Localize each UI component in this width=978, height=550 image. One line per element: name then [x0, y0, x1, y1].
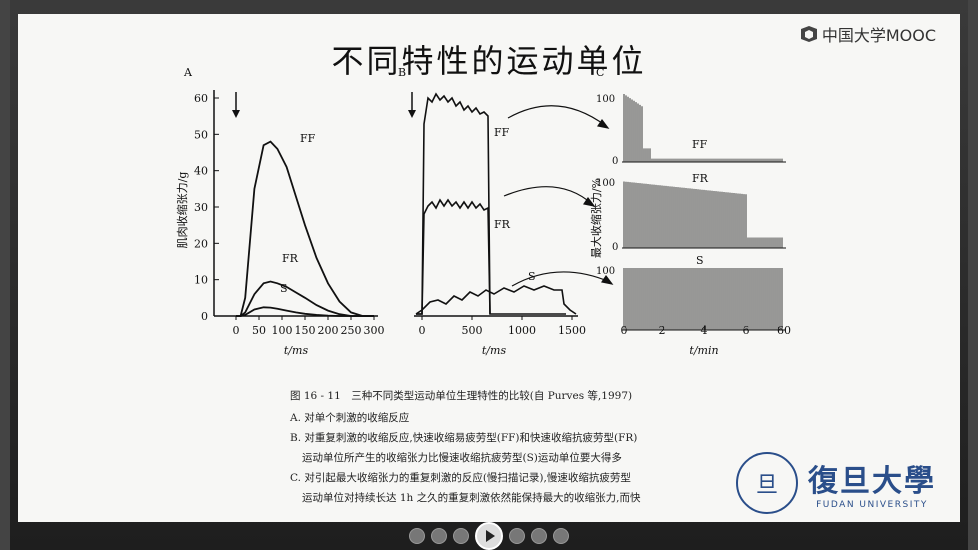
- panel-c-xtick-label: 2: [659, 324, 666, 337]
- panel-a-ytick-label: 40: [194, 165, 208, 178]
- panel-a-x-ticks: 0 50 100 150 200 250 300: [233, 316, 385, 337]
- panel-a-ylabel: 肌肉收缩张力/g: [175, 172, 189, 249]
- panel-a-ytick-label: 30: [194, 201, 208, 214]
- panel-b-xtick-label: 0: [419, 324, 426, 337]
- play-button[interactable]: [475, 522, 503, 550]
- panel-b-xtick-label: 500: [462, 324, 483, 337]
- fudan-name-en: FUDAN UNIVERSITY: [816, 500, 928, 510]
- panel-c-ytick-fr-100: 100: [596, 178, 615, 189]
- panel-c-row-fr: [622, 181, 786, 249]
- panel-a-ytick-label: 60: [194, 92, 208, 105]
- slow-icon[interactable]: [453, 528, 469, 544]
- panel-a-ytick-label: 0: [201, 310, 208, 323]
- panel-a-xtick-label: 250: [341, 324, 362, 337]
- right-edge: [968, 0, 978, 550]
- panel-b-trace-s: [415, 285, 577, 315]
- caption-line: C. 对引起最大收缩张力的重复刺激的反应(慢扫描记录),慢速收缩抗疲劳型: [290, 472, 631, 484]
- caption-line: 运动单位对持续长达 1h 之久的重复刺激依然能保持最大的收缩张力,而快: [302, 492, 641, 504]
- panel-b-trace-fr: [416, 198, 491, 315]
- panel-c-label-s: S: [696, 254, 704, 267]
- panel-c-rows: [622, 94, 786, 331]
- panel-a-curves: [236, 140, 374, 317]
- panel-c-label-ff: FF: [692, 138, 708, 151]
- panel-a-ytick-label: 10: [194, 274, 208, 287]
- panel-b-xtick-label: 1500: [558, 324, 586, 337]
- panel-c-xtick-label: 6: [743, 324, 750, 337]
- stimulus-arrow-b-icon: [408, 92, 416, 118]
- panel-c-ytick-s-100: 100: [596, 266, 615, 277]
- panel-b-x-ticks: 0 500 1000 1500: [419, 316, 586, 337]
- panel-b-xlabel: t/ms: [482, 344, 507, 357]
- panel-a-label-fr: FR: [282, 252, 299, 265]
- stimulus-arrow-a-icon: [232, 92, 240, 118]
- panel-b-label-ff: FF: [494, 126, 510, 139]
- panel-b-letter: B: [398, 66, 406, 79]
- forward-icon[interactable]: [531, 528, 547, 544]
- panel-c-ylabel: 最大收缩张力/%: [589, 178, 603, 258]
- panel-a-series-fr: [236, 280, 374, 317]
- fudan-seal-icon: 旦: [736, 452, 798, 514]
- panel-c-ytick-ff-100: 100: [596, 94, 615, 105]
- panel-c-xtick-label: 4: [701, 324, 708, 337]
- panel-a-axes: [213, 90, 378, 317]
- panel-a-series-s: [236, 306, 374, 317]
- fudan-wordmark: 復旦大學 FUDAN UNIVERSITY: [808, 456, 936, 510]
- panel-a-xtick-label: 100: [272, 324, 293, 337]
- slide: 不同特性的运动单位 中国大学MOOC A 60 50 40 30 20 10 0 0 50 10…: [18, 14, 960, 522]
- panel-a-xtick-label: 150: [295, 324, 316, 337]
- prev-icon[interactable]: [409, 528, 425, 544]
- panel-c-xtick-label: 60: [777, 324, 791, 337]
- mooc-brand-text: 中国大学MOOC: [821, 26, 936, 45]
- panel-b-trace-ff: [416, 92, 566, 315]
- caption-line: A. 对单个刺激的收缩反应: [290, 412, 410, 424]
- panel-a-y-ticks: 60 50 40 30 20 10 0: [194, 92, 219, 323]
- panel-b-connector-arrows: [503, 105, 614, 287]
- fudan-logo: 旦 復旦大學 FUDAN UNIVERSITY: [736, 452, 936, 514]
- fudan-name-cn: 復旦大學: [808, 464, 936, 499]
- panel-c-row-s: [622, 268, 786, 331]
- caption-head: 图 16 - 11 三种不同类型运动单位生理特性的比较(自 Purves 等,1…: [290, 390, 633, 402]
- panel-a-letter: A: [183, 66, 193, 79]
- next-icon[interactable]: [553, 528, 569, 544]
- panel-a-ytick-label: 50: [194, 128, 208, 141]
- figure-caption: 图 16 - 11 三种不同类型运动单位生理特性的比较(自 Purves 等,1…: [290, 386, 850, 508]
- panel-a-ytick-label: 20: [194, 237, 208, 250]
- panel-c-x-ticks: 0 2 4 6 60: [621, 324, 792, 337]
- panel-a-xtick-label: 50: [252, 324, 266, 337]
- caption-line: 运动单位所产生的收缩张力比慢速收缩抗疲劳型(S)运动单位要大得多: [302, 452, 622, 464]
- caption-line: B. 对重复刺激的收缩反应,快速收缩易疲劳型(FF)和快速收缩抗疲劳型(FR): [290, 432, 638, 444]
- mooc-logo-icon: [800, 26, 817, 42]
- panel-a-xlabel: t/ms: [284, 344, 309, 357]
- mooc-brand: 中国大学MOOC: [800, 22, 936, 46]
- panel-a-label-ff: FF: [300, 132, 316, 145]
- fast-icon[interactable]: [509, 528, 525, 544]
- panel-c-row-ff: [622, 94, 786, 163]
- panel-b-label-fr: FR: [494, 218, 511, 231]
- panel-c-xlabel: t/min: [689, 344, 718, 357]
- panel-b-traces: [415, 92, 577, 315]
- slide-title: 不同特性的运动单位: [331, 42, 647, 80]
- panel-c-ytick-fr-0: 0: [612, 242, 618, 253]
- panel-a-xtick-label: 0: [233, 324, 240, 337]
- panel-a-series-ff: [236, 140, 374, 317]
- playback-controls: [0, 522, 978, 550]
- panel-a-xtick-label: 300: [364, 324, 385, 337]
- panel-c-label-fr: FR: [692, 172, 709, 185]
- panel-c-ytick-ff-0: 0: [612, 156, 618, 167]
- panel-a-label-s: S: [280, 282, 288, 295]
- panel-a-xtick-label: 200: [318, 324, 339, 337]
- left-edge: [0, 0, 10, 550]
- panel-c-xtick-label: 0: [621, 324, 628, 337]
- panel-c-letter: C: [596, 66, 604, 79]
- panel-b-xtick-label: 1000: [508, 324, 536, 337]
- rewind-icon[interactable]: [431, 528, 447, 544]
